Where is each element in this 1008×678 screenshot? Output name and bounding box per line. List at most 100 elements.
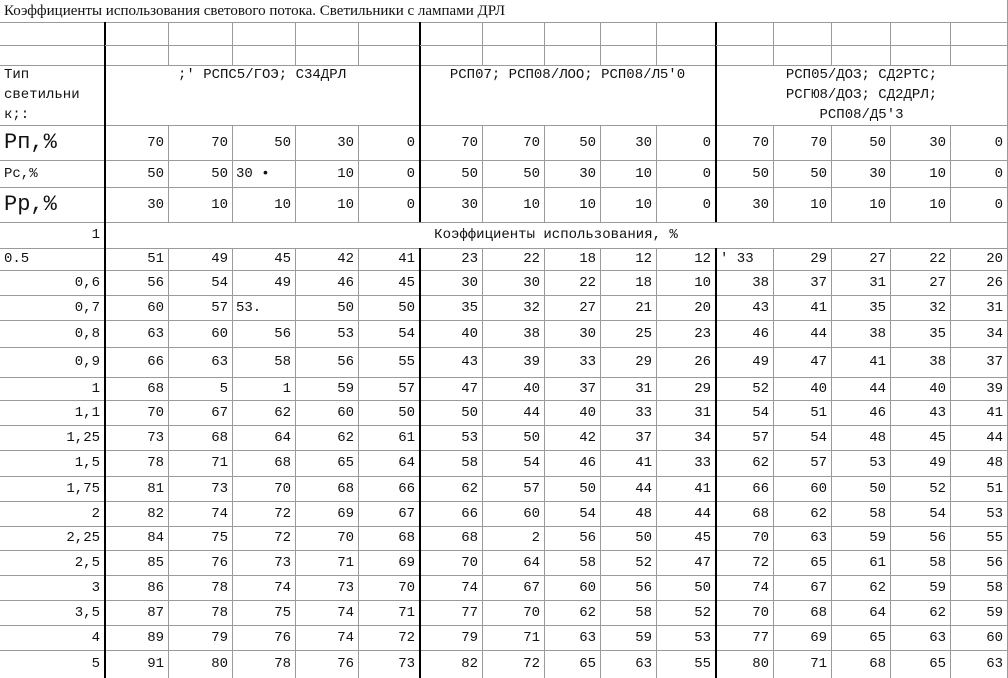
param-value: 30 [544,160,601,188]
value-cell: 47 [773,347,832,378]
value-cell: 55 [358,347,421,378]
value-cell: 76 [295,650,359,678]
param-value: 50 [232,125,296,161]
value-cell: 67 [358,501,421,527]
param-value: 50 [773,160,832,188]
value-cell: 71 [358,600,421,626]
value-cell: 48 [831,425,891,451]
value-cell: 65 [295,450,359,477]
value-cell: 38 [716,270,774,296]
row-label: 0,6 [0,270,106,296]
value-cell: 44 [773,320,832,348]
value-cell: 60 [950,625,1008,651]
value-cell: 38 [890,347,951,378]
value-cell: 62 [544,600,601,626]
row-label: 1,5 [0,450,106,477]
value-cell: 68 [358,526,421,551]
group-header: РСП05/ДОЗ; СД2РТС; РСГЮ8/ДОЗ; СД2ДРЛ; РСП0… [716,65,1008,126]
value-cell: 53 [950,501,1008,527]
row-label: 2 [0,501,106,527]
value-cell: 72 [482,650,545,678]
value-cell: 32 [482,295,545,321]
value-cell: 21 [600,295,657,321]
value-cell: 68 [420,526,483,551]
value-cell: 37 [544,377,601,401]
value-cell: 78 [168,575,233,601]
value-cell: 22 [482,248,545,271]
param-value: 30 [600,125,657,161]
value-cell: 50 [295,295,359,321]
value-cell: 69 [295,501,359,527]
value-cell: 68 [168,425,233,451]
value-cell: 62 [831,575,891,601]
param-label: Рп,% [0,125,106,161]
header-line: к;: [4,107,30,123]
empty-cell [105,22,169,46]
value-cell: 57 [358,377,421,401]
value-cell: ' 33 [716,248,774,271]
value-cell: 53 [420,425,483,451]
param-value: 0 [358,160,421,188]
row-label: 2,25 [0,526,106,551]
row-label: 5 [0,650,106,678]
empty-cell [232,45,296,66]
value-cell: 66 [420,501,483,527]
value-cell: 85 [105,550,169,576]
value-cell: 58 [890,550,951,576]
value-cell: 25 [600,320,657,348]
value-cell: 20 [656,295,717,321]
row-label: 1,25 [0,425,106,451]
param-value: 0 [950,187,1008,223]
value-cell: 69 [773,625,832,651]
value-cell: 56 [600,575,657,601]
value-cell: 72 [716,550,774,576]
value-cell: 50 [482,425,545,451]
value-cell: 73 [232,550,296,576]
value-cell: 50 [358,295,421,321]
header-line: РСП05/ДОЗ; СД2РТС; [785,67,938,83]
value-cell: 51 [950,476,1008,502]
value-cell: 64 [232,425,296,451]
value-cell: 63 [600,650,657,678]
header-line: светильни [4,87,80,103]
value-cell: 73 [358,650,421,678]
value-cell: 55 [656,650,717,678]
value-cell: 50 [656,575,717,601]
empty-cell [482,22,545,46]
empty-cell [600,45,657,66]
param-value: 10 [890,160,951,188]
value-cell: 49 [168,248,233,271]
value-cell: 75 [168,526,233,551]
value-cell: 54 [890,501,951,527]
param-value: 70 [482,125,545,161]
row-label: 0,8 [0,320,106,348]
value-cell: 5 [168,377,233,401]
param-value: 50 [716,160,774,188]
param-value: 10 [295,160,359,188]
param-value: 70 [420,125,483,161]
value-cell: 37 [950,347,1008,378]
value-cell: 31 [600,377,657,401]
param-value: 50 [105,160,169,188]
value-cell: 54 [716,400,774,426]
value-cell: 70 [716,526,774,551]
value-cell: 46 [544,450,601,477]
value-cell: 63 [773,526,832,551]
value-cell: 67 [482,575,545,601]
value-cell: 59 [831,526,891,551]
empty-cell [831,22,891,46]
value-cell: 50 [600,526,657,551]
empty-cell [420,45,483,66]
value-cell: 48 [600,501,657,527]
value-cell: 71 [773,650,832,678]
value-cell: 70 [358,575,421,601]
value-cell: 68 [773,600,832,626]
value-cell: 63 [544,625,601,651]
value-cell: 60 [105,295,169,321]
param-value: 70 [105,125,169,161]
row-label: 2,5 [0,550,106,576]
value-cell: 73 [168,476,233,502]
value-cell: 64 [482,550,545,576]
value-cell: 58 [600,600,657,626]
